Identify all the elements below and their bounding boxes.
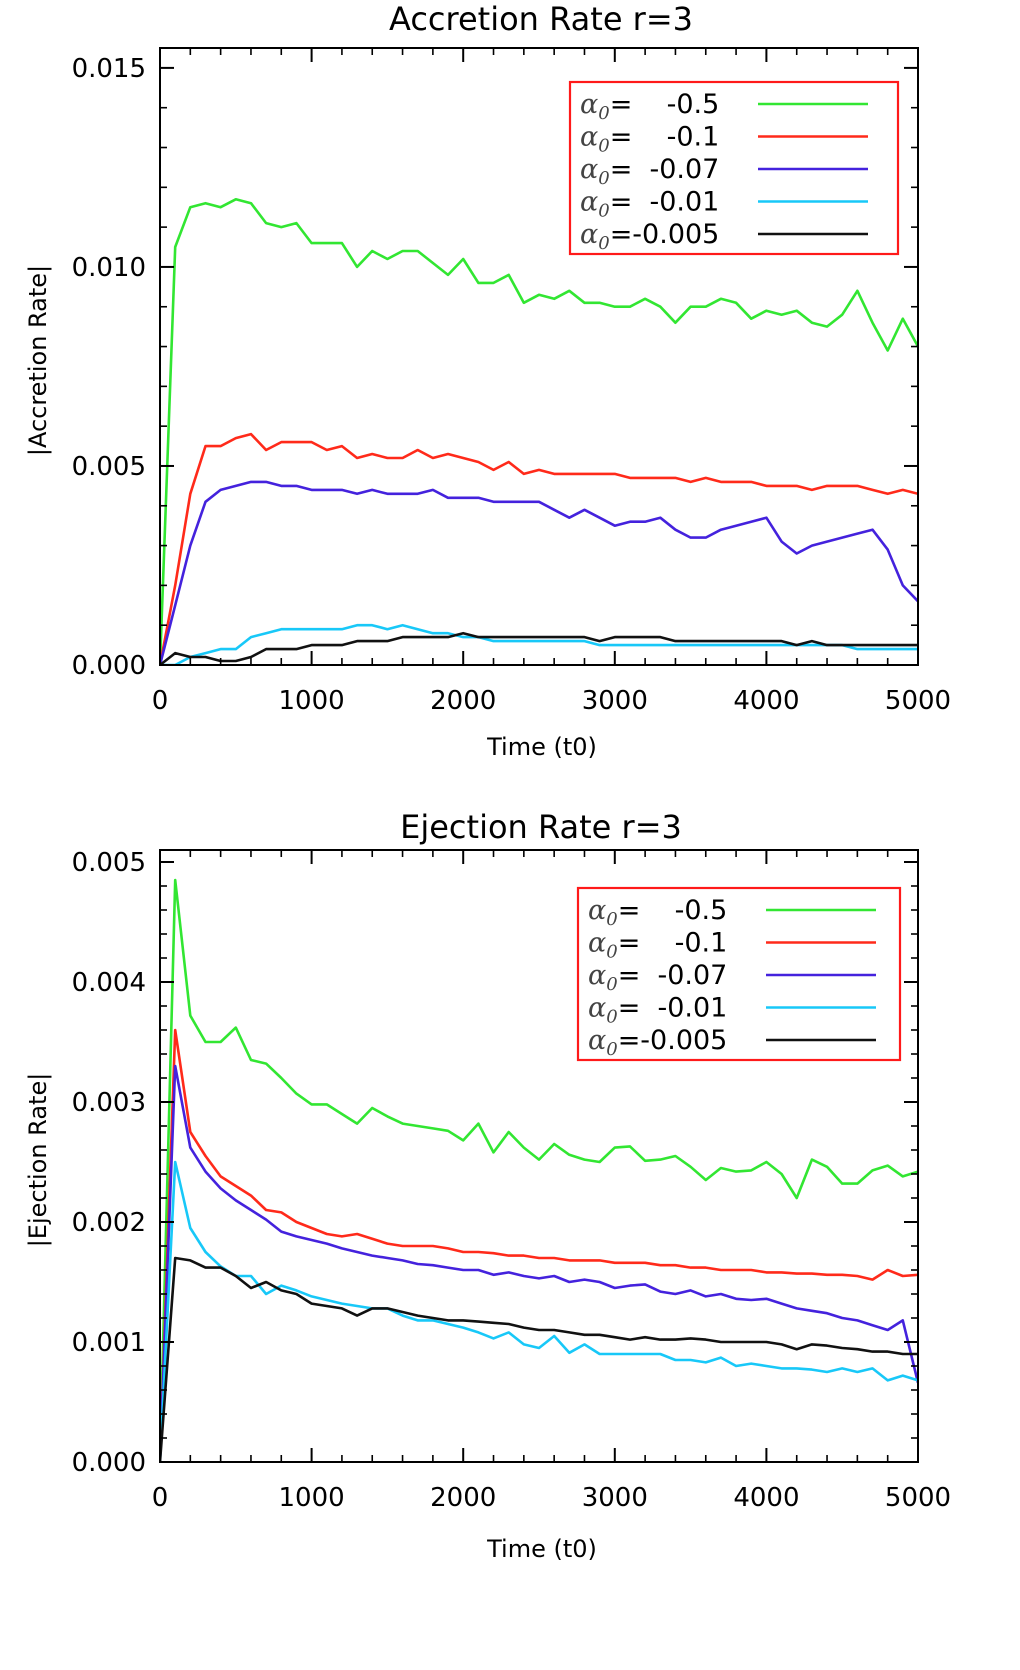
legend-alpha-symbol: α <box>588 928 606 959</box>
legend-label: α0= -0.5 <box>588 895 727 930</box>
legend-alpha-subscript: 0 <box>606 1007 617 1028</box>
legend-alpha-symbol: α <box>580 122 598 153</box>
series-line-01 <box>160 432 918 665</box>
legend-alpha-subscript: 0 <box>598 201 609 222</box>
plot-frame <box>159 849 919 1463</box>
legend-label: α0= -0.1 <box>580 122 719 157</box>
chart-title: Accretion Rate r=3 <box>389 0 693 38</box>
legend-alpha-symbol: α <box>588 1025 606 1056</box>
legend-alpha-symbol: α <box>588 960 606 991</box>
y-tick-label: 0.005 <box>72 848 146 878</box>
ejection-rate-panel: Ejection Rate r=3 0 1000 2000 3000 4000 5000 0.… <box>24 808 951 1563</box>
legend-alpha-subscript: 0 <box>606 974 617 995</box>
x-tick-label: 3000 <box>582 1483 648 1513</box>
y-axis-label: |Accretion Rate| <box>24 265 52 456</box>
legend-alpha-symbol: α <box>580 89 598 120</box>
legend-alpha-symbol: α <box>580 154 598 185</box>
series-line-001 <box>160 623 918 665</box>
x-tick-label: 5000 <box>885 686 951 716</box>
series-line-05 <box>160 198 918 665</box>
legend-label: α0=-0.005 <box>580 219 719 254</box>
series-line-001 <box>160 1160 918 1462</box>
x-tick-label: 1000 <box>279 1483 345 1513</box>
legend-value: = -0.5 <box>610 89 720 120</box>
legend-alpha-subscript: 0 <box>598 136 609 157</box>
plot-frame <box>159 47 919 666</box>
series-line-01 <box>160 1028 918 1462</box>
y-tick-label: 0.004 <box>72 968 146 998</box>
y-tick-label: 0.010 <box>72 253 146 283</box>
legend-alpha-symbol: α <box>588 895 606 926</box>
x-tick-label: 1000 <box>279 686 345 716</box>
legend-alpha-subscript: 0 <box>606 1039 617 1060</box>
y-axis-label: |Ejection Rate| <box>24 1073 52 1248</box>
series-line-007 <box>160 1064 918 1462</box>
legend-alpha-subscript: 0 <box>598 168 609 189</box>
legend-alpha-subscript: 0 <box>598 233 609 254</box>
legend-alpha-subscript: 0 <box>606 909 617 930</box>
x-tick-label: 4000 <box>733 686 799 716</box>
legend-value: = -0.07 <box>610 154 720 185</box>
x-tick-label: 0 <box>152 1483 169 1513</box>
legend-label: α0= -0.01 <box>580 187 719 222</box>
series-line-0005 <box>160 1256 918 1462</box>
x-axis-label: Time (t0) <box>486 733 597 761</box>
legend-alpha-subscript: 0 <box>606 942 617 963</box>
legend-value: = -0.07 <box>618 960 728 991</box>
x-tick-label: 5000 <box>885 1483 951 1513</box>
x-axis-label: Time (t0) <box>486 1535 597 1563</box>
y-tick-label: 0.000 <box>72 1448 146 1478</box>
plot-area <box>160 878 918 1462</box>
legend-label: α0= -0.07 <box>580 154 719 189</box>
y-tick-label: 0.000 <box>72 651 146 681</box>
legend-label: α0= -0.07 <box>588 960 727 995</box>
legend-value: = -0.01 <box>610 187 720 218</box>
x-tick-label: 2000 <box>430 1483 496 1513</box>
y-tick-label: 0.005 <box>72 452 146 482</box>
legend-value: =-0.005 <box>618 1025 728 1056</box>
plot-area <box>160 198 918 665</box>
legend-alpha-symbol: α <box>580 219 598 250</box>
y-tick-label: 0.003 <box>72 1088 146 1118</box>
x-tick-label: 3000 <box>582 686 648 716</box>
legend-alpha-symbol: α <box>588 993 606 1024</box>
legend-label: α0=-0.005 <box>588 1025 727 1060</box>
x-tick-label: 2000 <box>430 686 496 716</box>
y-tick-label: 0.015 <box>72 54 146 84</box>
legend-label: α0= -0.01 <box>588 993 727 1028</box>
y-tick-label: 0.001 <box>72 1328 146 1358</box>
legend-value: =-0.005 <box>610 219 720 250</box>
legend-alpha-subscript: 0 <box>598 103 609 124</box>
x-tick-label: 0 <box>152 686 169 716</box>
legend-value: = -0.1 <box>610 122 720 153</box>
legend-label: α0= -0.1 <box>588 928 727 963</box>
legend-alpha-symbol: α <box>580 187 598 218</box>
series-line-007 <box>160 480 918 665</box>
legend-value: = -0.5 <box>618 895 728 926</box>
y-tick-label: 0.002 <box>72 1208 146 1238</box>
series-line-05 <box>160 878 918 1462</box>
legend-value: = -0.01 <box>618 993 728 1024</box>
x-tick-label: 4000 <box>733 1483 799 1513</box>
legend-label: α0= -0.5 <box>580 89 719 124</box>
series-line-0005 <box>160 631 918 665</box>
chart-title: Ejection Rate r=3 <box>400 808 682 846</box>
legend-value: = -0.1 <box>618 928 728 959</box>
accretion-rate-panel: Accretion Rate r=3 0 1000 2000 3000 4000 5000 0… <box>24 0 951 761</box>
